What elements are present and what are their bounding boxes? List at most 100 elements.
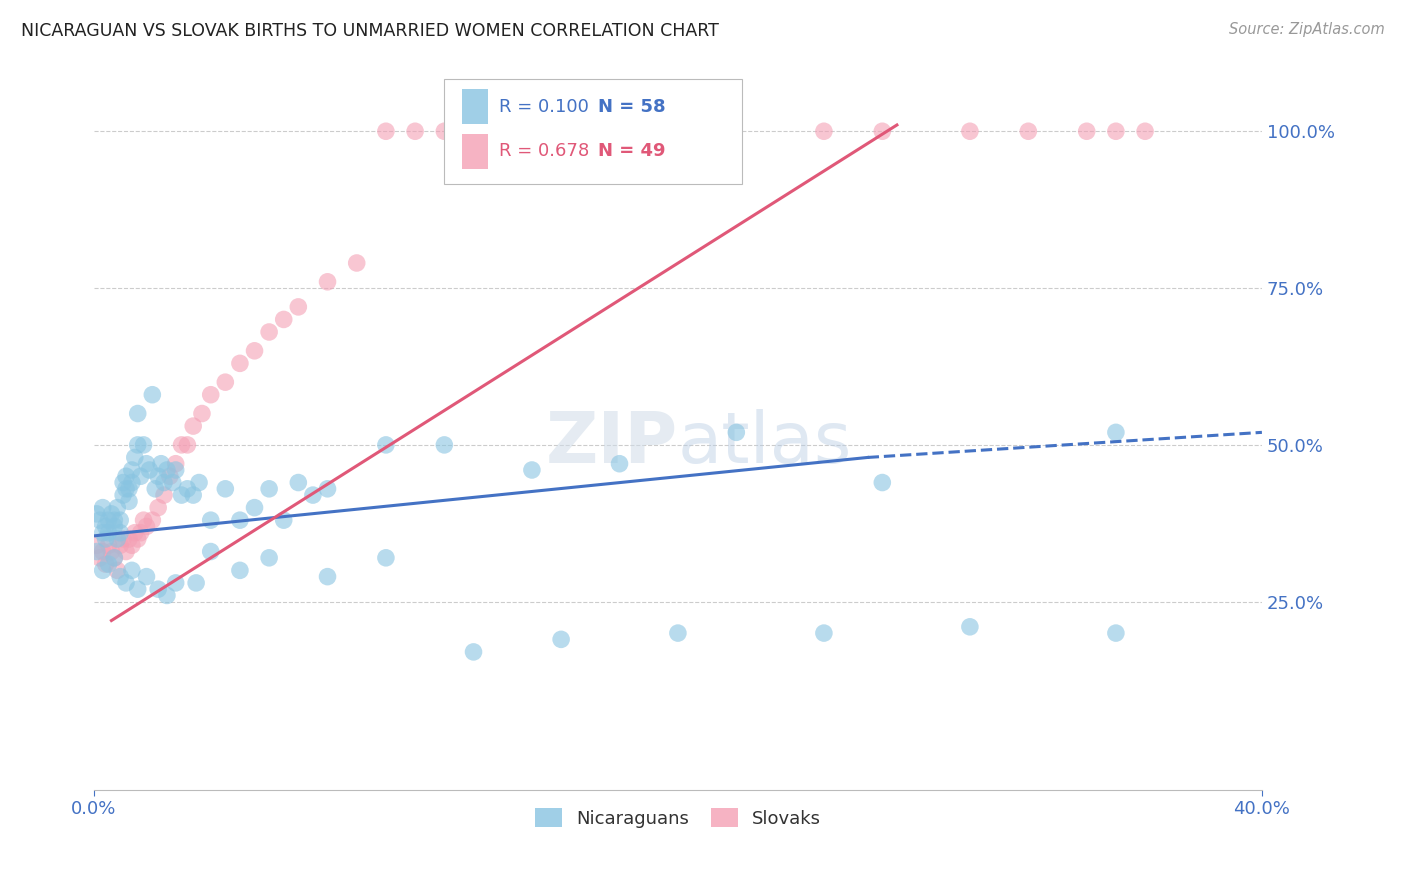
Point [287, 300, 309, 314]
Text: Source: ZipAtlas.com: Source: ZipAtlas.com [1229, 22, 1385, 37]
Point [89, 513, 111, 527]
Point [184, 575, 207, 590]
Point [86, 538, 108, 552]
Point [1017, 124, 1039, 138]
Point [520, 463, 543, 477]
FancyBboxPatch shape [461, 89, 488, 124]
Point [188, 475, 211, 490]
Point [170, 488, 193, 502]
Point [127, 438, 149, 452]
Point [170, 438, 193, 452]
Point [112, 532, 135, 546]
Point [115, 469, 138, 483]
Point [214, 375, 236, 389]
Point [165, 575, 187, 590]
Point [176, 482, 198, 496]
Point [108, 569, 131, 583]
Point [108, 525, 131, 540]
Text: R = 0.678: R = 0.678 [499, 143, 589, 161]
Point [150, 457, 173, 471]
Point [374, 550, 396, 565]
Point [121, 475, 143, 490]
Point [273, 312, 295, 326]
Point [94, 532, 117, 546]
Point [103, 513, 125, 527]
Point [97, 557, 120, 571]
Point [146, 469, 169, 483]
Point [127, 532, 149, 546]
Point [492, 124, 515, 138]
Point [550, 124, 572, 138]
Point [287, 475, 309, 490]
Point [94, 557, 117, 571]
Point [124, 525, 146, 540]
Text: NICARAGUAN VS SLOVAK BIRTHS TO UNMARRIED WOMEN CORRELATION CHART: NICARAGUAN VS SLOVAK BIRTHS TO UNMARRIED… [21, 22, 718, 40]
Point [433, 124, 456, 138]
Point [1105, 425, 1128, 440]
Point [138, 463, 160, 477]
Point [135, 457, 157, 471]
Point [115, 544, 138, 558]
Point [112, 488, 135, 502]
Point [214, 482, 236, 496]
Point [153, 488, 176, 502]
Point [91, 544, 114, 558]
Point [433, 438, 456, 452]
Point [159, 469, 181, 483]
Point [118, 482, 141, 496]
Point [108, 538, 131, 552]
Text: R = 0.100: R = 0.100 [499, 97, 589, 116]
Point [165, 463, 187, 477]
Point [97, 538, 120, 552]
Point [91, 500, 114, 515]
Point [229, 563, 252, 577]
Point [165, 457, 187, 471]
Point [243, 500, 266, 515]
Point [229, 356, 252, 370]
Point [725, 425, 748, 440]
Point [257, 550, 280, 565]
Point [127, 582, 149, 597]
Point [103, 519, 125, 533]
Point [121, 538, 143, 552]
Point [463, 645, 485, 659]
Text: N = 58: N = 58 [599, 97, 666, 116]
FancyBboxPatch shape [461, 134, 488, 169]
Point [316, 275, 339, 289]
Point [200, 388, 222, 402]
Point [100, 507, 122, 521]
Point [229, 513, 252, 527]
Point [257, 482, 280, 496]
Point [374, 438, 396, 452]
Point [181, 419, 204, 434]
Point [118, 532, 141, 546]
Point [666, 124, 689, 138]
Point [132, 438, 155, 452]
Text: N = 49: N = 49 [599, 143, 666, 161]
Point [129, 469, 152, 483]
Point [273, 513, 295, 527]
Point [872, 124, 894, 138]
Point [141, 388, 163, 402]
Point [108, 513, 131, 527]
Point [91, 525, 114, 540]
Point [121, 563, 143, 577]
Text: ZIP: ZIP [546, 409, 678, 478]
Point [550, 632, 572, 647]
Point [666, 626, 689, 640]
Point [91, 563, 114, 577]
Point [1076, 124, 1098, 138]
Point [200, 544, 222, 558]
Point [141, 513, 163, 527]
Point [813, 626, 835, 640]
Point [100, 544, 122, 558]
Point [872, 475, 894, 490]
Point [813, 124, 835, 138]
Point [105, 563, 128, 577]
Point [959, 124, 981, 138]
Point [97, 513, 120, 527]
Point [105, 500, 128, 515]
Point [156, 463, 179, 477]
FancyBboxPatch shape [444, 79, 742, 184]
Point [191, 407, 214, 421]
